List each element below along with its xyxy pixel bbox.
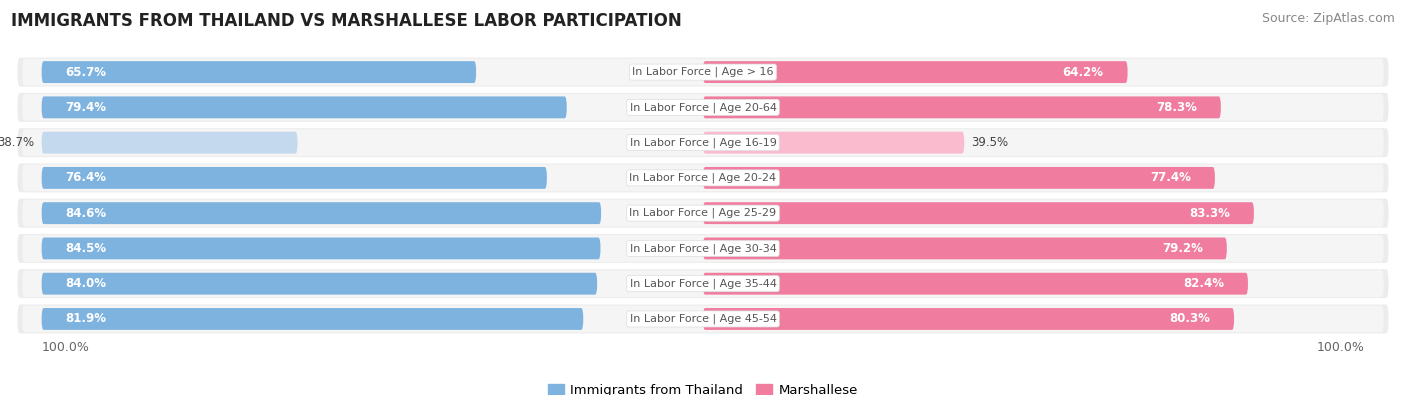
Text: 38.7%: 38.7%: [0, 136, 35, 149]
Text: 84.5%: 84.5%: [66, 242, 107, 255]
Text: 84.0%: 84.0%: [66, 277, 107, 290]
Text: In Labor Force | Age 25-29: In Labor Force | Age 25-29: [630, 208, 776, 218]
FancyBboxPatch shape: [42, 61, 477, 83]
Text: 77.4%: 77.4%: [1150, 171, 1191, 184]
Text: 64.2%: 64.2%: [1063, 66, 1104, 79]
Text: 79.4%: 79.4%: [66, 101, 107, 114]
FancyBboxPatch shape: [42, 237, 600, 260]
FancyBboxPatch shape: [22, 235, 1384, 262]
FancyBboxPatch shape: [703, 167, 1215, 189]
FancyBboxPatch shape: [17, 93, 1389, 122]
Text: In Labor Force | Age 20-64: In Labor Force | Age 20-64: [630, 102, 776, 113]
FancyBboxPatch shape: [17, 269, 1389, 298]
FancyBboxPatch shape: [42, 202, 602, 224]
Text: Source: ZipAtlas.com: Source: ZipAtlas.com: [1261, 12, 1395, 25]
FancyBboxPatch shape: [22, 270, 1384, 297]
Text: 78.3%: 78.3%: [1156, 101, 1197, 114]
FancyBboxPatch shape: [22, 200, 1384, 227]
FancyBboxPatch shape: [703, 273, 1249, 295]
Text: 100.0%: 100.0%: [1316, 341, 1364, 354]
FancyBboxPatch shape: [42, 308, 583, 330]
Text: In Labor Force | Age 30-34: In Labor Force | Age 30-34: [630, 243, 776, 254]
Text: 80.3%: 80.3%: [1170, 312, 1211, 325]
FancyBboxPatch shape: [17, 128, 1389, 157]
Text: In Labor Force | Age > 16: In Labor Force | Age > 16: [633, 67, 773, 77]
FancyBboxPatch shape: [703, 308, 1234, 330]
FancyBboxPatch shape: [22, 164, 1384, 191]
Text: 65.7%: 65.7%: [66, 66, 107, 79]
Text: In Labor Force | Age 45-54: In Labor Force | Age 45-54: [630, 314, 776, 324]
Text: 83.3%: 83.3%: [1189, 207, 1230, 220]
Text: 82.4%: 82.4%: [1182, 277, 1223, 290]
FancyBboxPatch shape: [22, 306, 1384, 332]
Text: 39.5%: 39.5%: [972, 136, 1008, 149]
FancyBboxPatch shape: [703, 202, 1254, 224]
Text: 79.2%: 79.2%: [1161, 242, 1202, 255]
Text: 84.6%: 84.6%: [66, 207, 107, 220]
FancyBboxPatch shape: [22, 129, 1384, 156]
Text: 81.9%: 81.9%: [66, 312, 107, 325]
FancyBboxPatch shape: [17, 199, 1389, 228]
FancyBboxPatch shape: [42, 273, 598, 295]
Text: 100.0%: 100.0%: [42, 341, 90, 354]
FancyBboxPatch shape: [703, 132, 965, 154]
FancyBboxPatch shape: [703, 96, 1220, 118]
FancyBboxPatch shape: [42, 132, 298, 154]
Text: In Labor Force | Age 35-44: In Labor Force | Age 35-44: [630, 278, 776, 289]
FancyBboxPatch shape: [17, 305, 1389, 333]
Text: IMMIGRANTS FROM THAILAND VS MARSHALLESE LABOR PARTICIPATION: IMMIGRANTS FROM THAILAND VS MARSHALLESE …: [11, 12, 682, 30]
Text: 76.4%: 76.4%: [66, 171, 107, 184]
FancyBboxPatch shape: [17, 58, 1389, 87]
FancyBboxPatch shape: [42, 96, 567, 118]
FancyBboxPatch shape: [703, 237, 1227, 260]
Legend: Immigrants from Thailand, Marshallese: Immigrants from Thailand, Marshallese: [543, 379, 863, 395]
FancyBboxPatch shape: [17, 164, 1389, 192]
FancyBboxPatch shape: [17, 234, 1389, 263]
FancyBboxPatch shape: [22, 59, 1384, 85]
FancyBboxPatch shape: [42, 167, 547, 189]
FancyBboxPatch shape: [703, 61, 1128, 83]
Text: In Labor Force | Age 16-19: In Labor Force | Age 16-19: [630, 137, 776, 148]
Text: In Labor Force | Age 20-24: In Labor Force | Age 20-24: [630, 173, 776, 183]
FancyBboxPatch shape: [22, 94, 1384, 121]
